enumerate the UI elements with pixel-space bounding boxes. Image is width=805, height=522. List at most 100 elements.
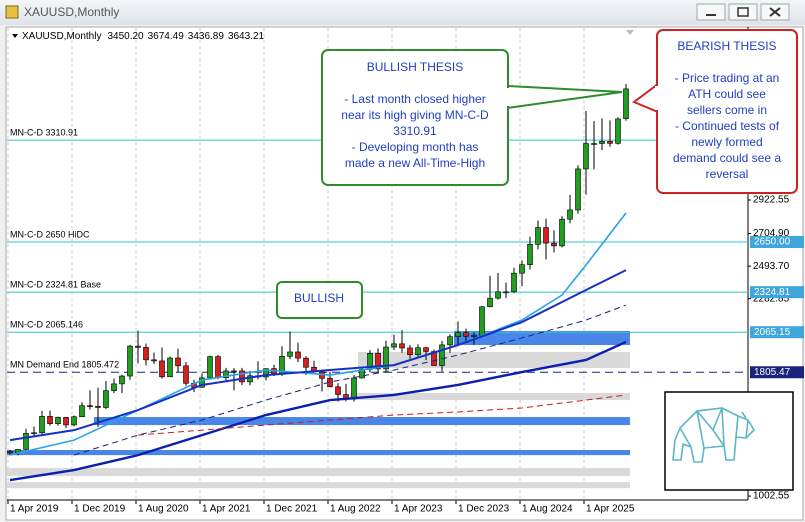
bearish-thesis-line: ATH could see bbox=[688, 87, 766, 101]
candle-body bbox=[135, 345, 141, 348]
x-tick-label: 1 Apr 2023 bbox=[394, 504, 443, 515]
candle-body bbox=[103, 390, 109, 408]
bearish-thesis-line: newly formed bbox=[691, 135, 762, 149]
bullish-thesis-title: BULLISH THESIS bbox=[367, 60, 463, 74]
moving-averages bbox=[9, 212, 627, 482]
moving-average bbox=[9, 212, 627, 456]
candle-body bbox=[519, 264, 525, 274]
minimize-button[interactable] bbox=[696, 3, 726, 21]
zone bbox=[7, 482, 630, 489]
zone bbox=[7, 450, 630, 456]
restore-button[interactable] bbox=[728, 3, 758, 21]
candle-body bbox=[351, 377, 357, 400]
candle-body bbox=[375, 353, 381, 370]
candle-body bbox=[287, 351, 293, 357]
candle-body bbox=[7, 451, 13, 454]
candle-body bbox=[119, 375, 125, 385]
candle-body bbox=[575, 168, 581, 211]
zone bbox=[7, 468, 630, 477]
bearish-thesis-title: BEARISH THESIS bbox=[677, 39, 776, 53]
x-tick-label: 1 Apr 2021 bbox=[202, 504, 251, 515]
y-tick-label: 1002.55 bbox=[753, 491, 790, 502]
candle-body bbox=[623, 88, 629, 119]
moving-average bbox=[9, 340, 627, 482]
candle-body bbox=[303, 357, 309, 368]
candle-body bbox=[295, 351, 301, 359]
close-glyph bbox=[769, 7, 781, 17]
close-value: 3643.21 bbox=[228, 31, 265, 42]
candle-body bbox=[543, 227, 549, 244]
x-tick-label: 1 Dec 2021 bbox=[266, 504, 318, 515]
symbol: XAUUSD,Monthly bbox=[22, 31, 101, 42]
level-label: MN-C-D 2324.81 Base bbox=[10, 280, 101, 290]
shift-marker bbox=[626, 30, 634, 35]
candle-body bbox=[567, 209, 573, 220]
candle-body bbox=[615, 118, 621, 144]
candle-body bbox=[383, 346, 389, 370]
candle-body bbox=[223, 370, 229, 379]
candle-body bbox=[263, 368, 269, 378]
bearish-thesis-line: demand could see a bbox=[673, 151, 781, 165]
candle-body bbox=[39, 415, 45, 434]
candle-body bbox=[495, 291, 501, 299]
candle-body bbox=[607, 141, 613, 144]
x-tick-label: 1 Apr 2019 bbox=[10, 504, 59, 515]
candle-body bbox=[127, 345, 133, 377]
candle-body bbox=[415, 347, 421, 356]
candle-body bbox=[31, 432, 37, 435]
candle-body bbox=[215, 356, 221, 379]
callout-joint bbox=[504, 88, 510, 106]
bullish-thesis-box bbox=[321, 49, 509, 186]
callout-joint bbox=[655, 86, 661, 110]
candle-body bbox=[583, 143, 589, 170]
candle-body bbox=[159, 360, 165, 378]
candle-body bbox=[335, 386, 341, 395]
bearish-thesis-line: sellers come in bbox=[687, 103, 767, 117]
candle-body bbox=[23, 433, 29, 450]
level-tag bbox=[750, 236, 804, 249]
x-tick-label: 1 Aug 2022 bbox=[330, 504, 381, 515]
bearish-thesis-line: reversal bbox=[706, 167, 749, 181]
level-tag-label: 2650.00 bbox=[754, 237, 791, 248]
moving-average bbox=[137, 394, 627, 436]
axes: 2922.552704.902493.702282.851642.551424.… bbox=[7, 195, 804, 515]
candle-body bbox=[455, 332, 461, 338]
candle-body bbox=[463, 332, 469, 337]
candle-body bbox=[239, 370, 245, 383]
x-tick-label: 1 Dec 2019 bbox=[74, 504, 126, 515]
level-label: MN-C-D 2065.146 bbox=[10, 320, 83, 330]
candle-body bbox=[599, 141, 605, 144]
bullish-box bbox=[276, 281, 363, 319]
y-tick-label: 2493.70 bbox=[753, 261, 790, 272]
title-bar bbox=[0, 0, 805, 25]
bear-outline bbox=[672, 407, 755, 463]
level-tag-label: 2324.81 bbox=[754, 287, 791, 298]
level-label: MN Demand End 1805.472 bbox=[10, 360, 119, 370]
level-tag bbox=[750, 326, 804, 339]
bear-logo bbox=[672, 407, 755, 463]
bearish-thesis-line: - Price trading at an bbox=[675, 71, 780, 85]
candle-body bbox=[199, 377, 205, 388]
candle-body bbox=[479, 306, 485, 336]
level-label: MN-C-D 2650 HiDC bbox=[10, 229, 90, 239]
y-tick-label: 2282.85 bbox=[753, 293, 790, 304]
y-tick-label: 2704.90 bbox=[753, 228, 790, 239]
bullish-thesis-line: - Last month closed higher bbox=[344, 92, 485, 106]
bearish-thesis-box bbox=[656, 29, 798, 194]
candle-body bbox=[407, 347, 413, 356]
moving-average bbox=[9, 269, 627, 442]
zone bbox=[350, 392, 630, 401]
candle-body bbox=[423, 347, 429, 352]
zone bbox=[358, 351, 630, 369]
candle-body bbox=[439, 344, 445, 366]
x-tick-label: 1 Aug 2024 bbox=[522, 504, 573, 515]
level-tag-label: 2065.15 bbox=[754, 327, 791, 338]
bear-facets bbox=[679, 407, 749, 449]
bullish-label: BULLISH bbox=[294, 291, 344, 305]
candle-body bbox=[47, 415, 53, 424]
x-tick-label: 1 Apr 2025 bbox=[586, 504, 635, 515]
candle-body bbox=[471, 335, 477, 337]
high-value: 3674.49 bbox=[148, 31, 185, 42]
candle-body bbox=[151, 359, 157, 362]
